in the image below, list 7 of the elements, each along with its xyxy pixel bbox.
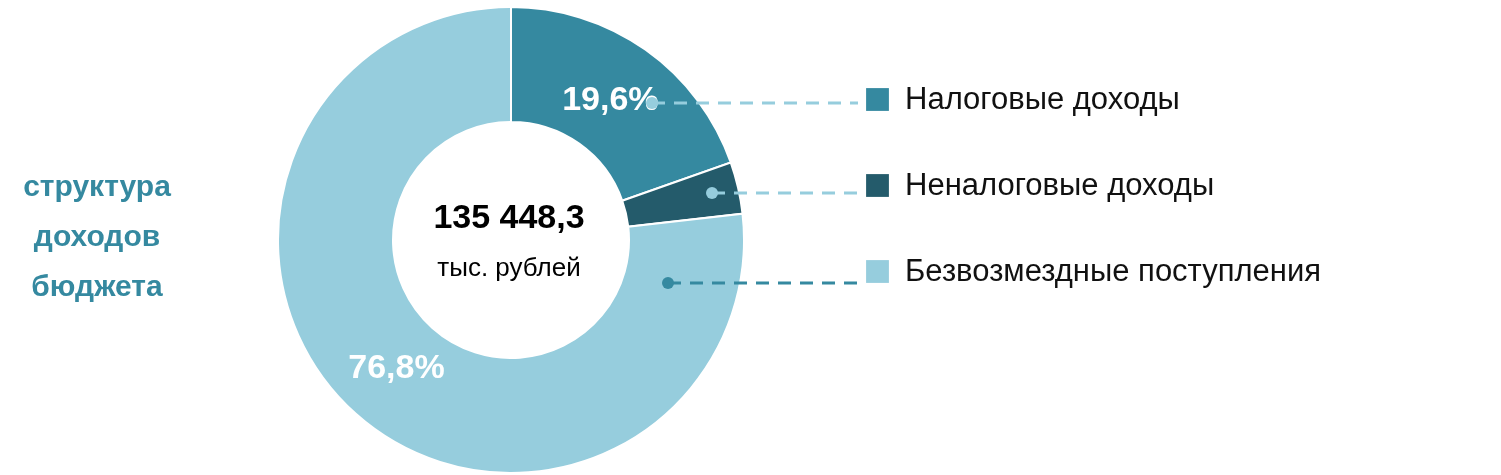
legend-label: Налоговые доходы bbox=[905, 80, 1180, 116]
text: структура доходов бюджета bbox=[23, 169, 172, 302]
text: тыс. рублей bbox=[437, 252, 581, 282]
legend-label: Безвозмездные поступления bbox=[905, 252, 1322, 288]
data-label: 76,8% bbox=[348, 347, 445, 386]
legend-label: Неналоговые доходы bbox=[905, 166, 1215, 202]
text: 135 448,3 bbox=[433, 197, 585, 235]
